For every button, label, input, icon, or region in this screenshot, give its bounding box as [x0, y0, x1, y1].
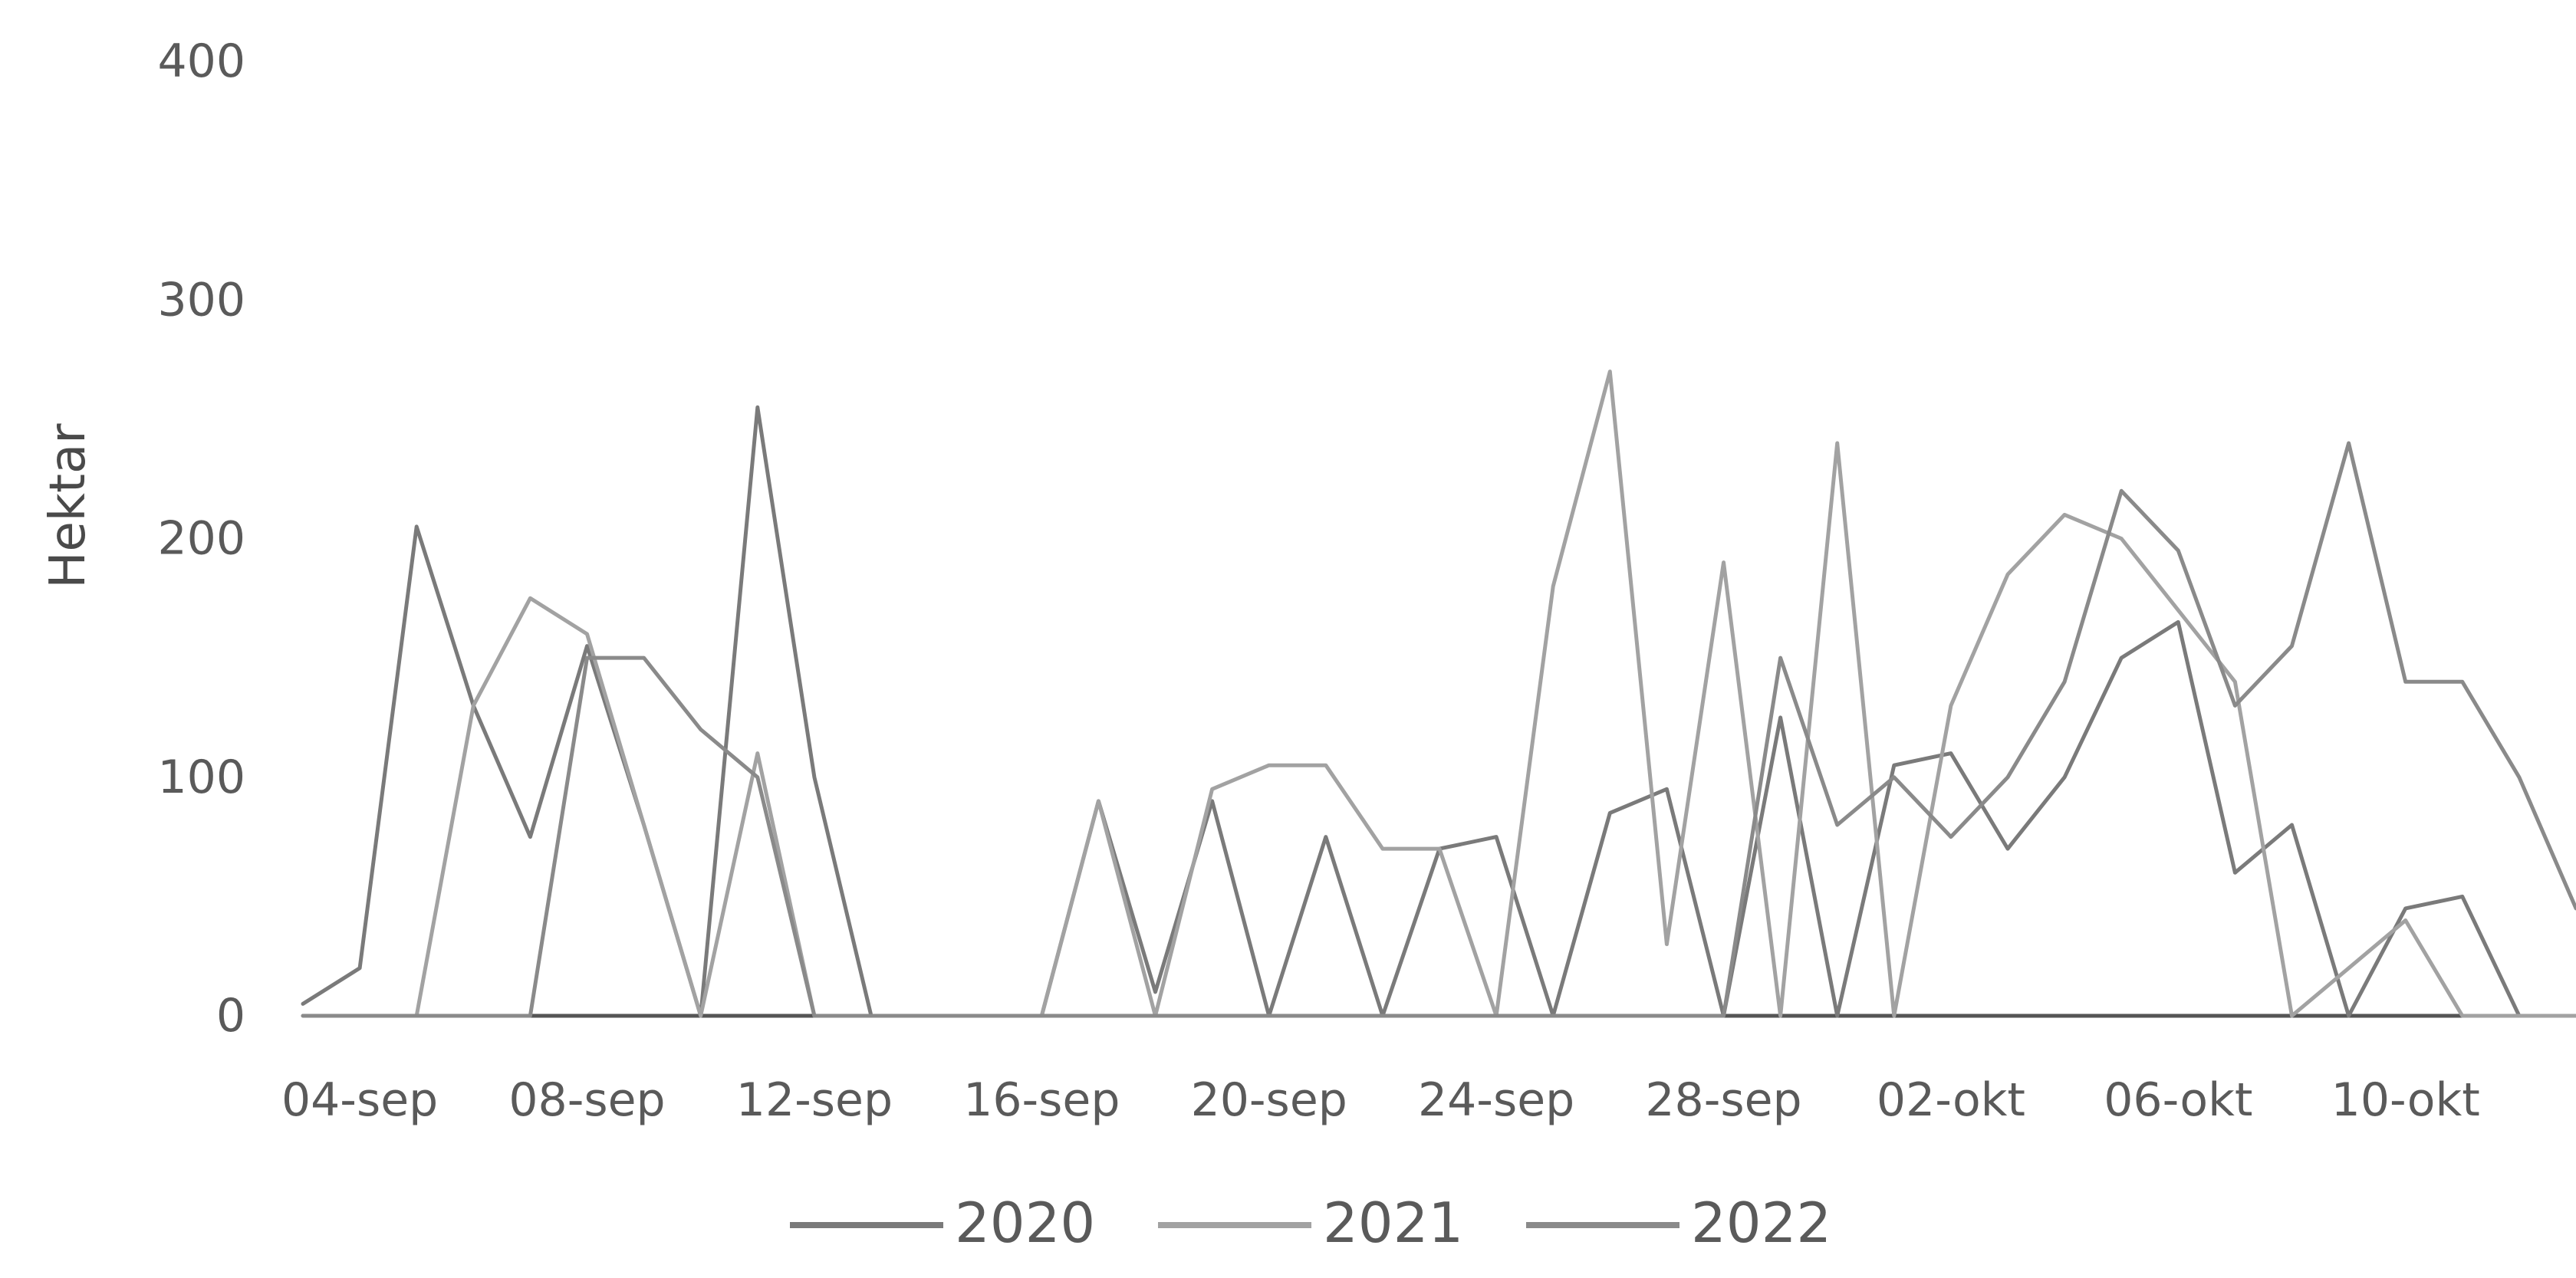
x-tick-label: 12-sep [736, 1073, 893, 1127]
y-tick-label: 200 [157, 512, 245, 566]
x-axis-ticks: 04-sep 08-sep 12-sep 16-sep 20-sep 24-sep 28-s… [281, 1073, 2480, 1127]
legend-label-2021: 2021 [1323, 1191, 1463, 1255]
series-lines [301, 370, 2576, 1018]
y-tick-label: 400 [157, 34, 245, 88]
series-line-2022 [301, 441, 2576, 1018]
series-line-2021 [301, 370, 2576, 1018]
x-tick-label: 02-okt [1877, 1073, 2025, 1127]
x-tick-label: 28-sep [1645, 1073, 1801, 1127]
y-tick-label: 300 [157, 273, 245, 327]
y-tick-label: 100 [157, 751, 245, 804]
x-tick-label: 04-sep [281, 1073, 438, 1127]
x-tick-label: 20-sep [1191, 1073, 1347, 1127]
x-tick-label: 24-sep [1418, 1073, 1574, 1127]
y-axis-label: Hektar [40, 423, 97, 589]
x-tick-label: 10-okt [2331, 1073, 2480, 1127]
legend-label-2022: 2022 [1691, 1191, 1831, 1255]
legend-label-2020: 2020 [955, 1191, 1095, 1255]
y-axis-ticks: 0 100 200 300 400 [157, 34, 245, 1043]
series-line-2020 [301, 405, 2576, 1018]
x-tick-label: 08-sep [508, 1073, 665, 1127]
x-tick-label: 16-sep [963, 1073, 1120, 1127]
legend: 2020 2021 2022 [790, 1191, 1831, 1255]
x-tick-label: 06-okt [2104, 1073, 2252, 1127]
y-tick-label: 0 [216, 989, 245, 1043]
